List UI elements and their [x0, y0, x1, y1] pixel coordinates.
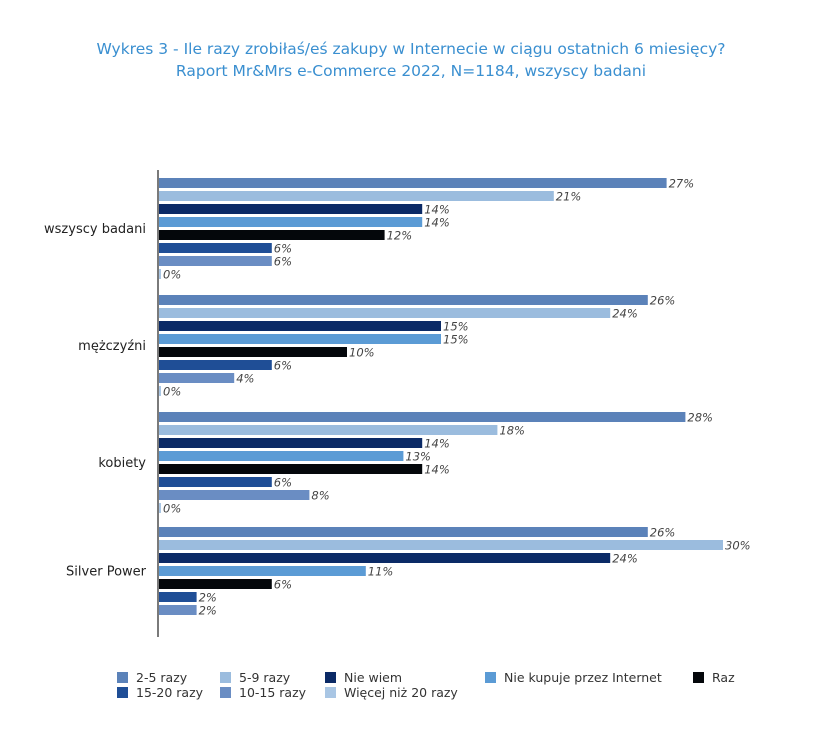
- data-label: 4%: [236, 372, 254, 386]
- bar: [159, 592, 197, 602]
- data-label: 2%: [199, 591, 217, 605]
- bar: [159, 360, 272, 370]
- data-label: 13%: [405, 450, 431, 464]
- data-label: 14%: [424, 437, 450, 451]
- data-label: 24%: [612, 307, 638, 321]
- legend-swatch: [117, 687, 128, 698]
- legend-swatch: [220, 672, 231, 683]
- data-label: 8%: [311, 489, 329, 503]
- legend-label: 5-9 razy: [239, 670, 291, 685]
- bar: [159, 217, 423, 227]
- chart-title: Wykres 3 - Ile razy zrobiłaś/eś zakupy w…: [96, 40, 726, 58]
- legend-label: 2-5 razy: [136, 670, 188, 685]
- legend-item: 10-15 razy: [220, 685, 306, 700]
- chart-subtitle: Raport Mr&Mrs e-Commerce 2022, N=1184, w…: [175, 62, 647, 80]
- bar: [159, 230, 385, 240]
- legend-item: Nie kupuje przez Internet: [485, 670, 662, 685]
- bar: [159, 373, 235, 383]
- data-label: 14%: [424, 203, 450, 217]
- legend-item: Raz: [693, 670, 735, 685]
- data-label: 0%: [163, 502, 181, 516]
- bar: [159, 191, 554, 201]
- bar: [159, 503, 161, 513]
- data-label: 14%: [424, 216, 450, 230]
- data-label: 2%: [199, 604, 217, 618]
- legend-label: 10-15 razy: [239, 685, 307, 700]
- legend-label: Nie kupuje przez Internet: [504, 670, 662, 685]
- data-label: 24%: [612, 552, 638, 566]
- bar: [159, 477, 272, 487]
- bar: [159, 269, 161, 279]
- data-label: 28%: [687, 411, 713, 425]
- bar: [159, 412, 686, 422]
- legend-swatch: [693, 672, 704, 683]
- category-label: kobiety: [98, 456, 146, 471]
- data-label: 6%: [274, 242, 292, 256]
- data-label: 12%: [387, 229, 413, 243]
- data-label: 26%: [650, 294, 676, 308]
- legend-swatch: [220, 687, 231, 698]
- legend-item: Więcej niż 20 razy: [325, 685, 458, 700]
- legend-swatch: [117, 672, 128, 683]
- legend-label: Nie wiem: [344, 670, 403, 685]
- data-label: 21%: [556, 190, 582, 204]
- legend-item: 15-20 razy: [117, 685, 203, 700]
- data-label: 27%: [669, 177, 695, 191]
- legend-item: 2-5 razy: [117, 670, 187, 685]
- legend-item: 5-9 razy: [220, 670, 290, 685]
- bar: [159, 605, 197, 615]
- bar: [159, 490, 310, 500]
- data-label: 14%: [424, 463, 450, 477]
- bar: [159, 553, 611, 563]
- bar: [159, 178, 667, 188]
- bar: [159, 347, 347, 357]
- data-label: 18%: [499, 424, 525, 438]
- bar: [159, 464, 423, 474]
- data-label: 6%: [274, 476, 292, 490]
- data-label: 6%: [274, 255, 292, 269]
- data-label: 0%: [163, 268, 181, 282]
- category-label: Silver Power: [66, 565, 147, 580]
- legend-swatch: [325, 672, 336, 683]
- bar: [159, 295, 648, 305]
- data-label: 6%: [274, 359, 292, 373]
- category-label: wszyscy badani: [44, 222, 146, 237]
- legend-swatch: [485, 672, 496, 683]
- bar: [159, 243, 272, 253]
- bar: [159, 425, 498, 435]
- legend-label: 15-20 razy: [136, 685, 204, 700]
- data-label: 30%: [725, 539, 751, 553]
- legend-swatch: [325, 687, 336, 698]
- plot-area: 27%21%14%14%12%6%6%0%wszyscy badani26%24…: [44, 170, 751, 637]
- bar: [159, 334, 441, 344]
- bar: [159, 438, 423, 448]
- data-label: 6%: [274, 578, 292, 592]
- bar: [159, 386, 161, 396]
- data-label: 26%: [650, 526, 676, 540]
- bar: [159, 204, 423, 214]
- bar: [159, 579, 272, 589]
- bar: [159, 566, 366, 576]
- data-label: 15%: [443, 320, 469, 334]
- legend-item: Nie wiem: [325, 670, 402, 685]
- data-label: 10%: [349, 346, 375, 360]
- bar: [159, 321, 441, 331]
- data-label: 0%: [163, 385, 181, 399]
- bar: [159, 308, 611, 318]
- bar: [159, 451, 404, 461]
- data-label: 15%: [443, 333, 469, 347]
- bar: [159, 527, 648, 537]
- bar: [159, 256, 272, 266]
- bar: [159, 540, 723, 550]
- category-label: mężczyźni: [78, 339, 146, 354]
- legend-label: Więcej niż 20 razy: [344, 685, 458, 700]
- legend-label: Raz: [712, 670, 735, 685]
- data-label: 11%: [368, 565, 394, 579]
